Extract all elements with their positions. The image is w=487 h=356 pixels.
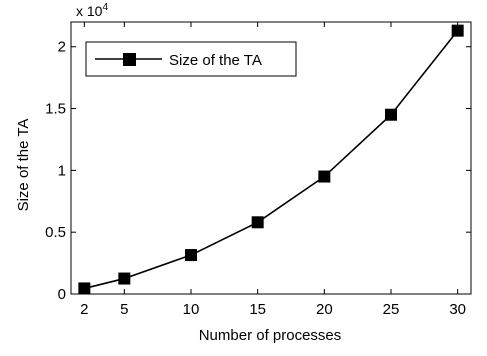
x-tick-label: 2 — [80, 301, 88, 318]
x-tick-label: 20 — [316, 301, 333, 318]
y-tick-label: 0 — [58, 286, 66, 303]
legend-marker — [123, 53, 136, 66]
data-point-marker — [185, 249, 197, 262]
y-axis-scale-multiplier: x 104 — [76, 2, 108, 19]
x-axis-label: Number of processes — [199, 327, 342, 344]
plot-area — [70, 21, 472, 295]
y-axis-ticks: 0 0.5 1 1.5 2 — [45, 39, 471, 303]
data-point-marker — [318, 170, 331, 183]
x-tick-label: 15 — [249, 301, 266, 318]
series-group — [78, 24, 464, 295]
x-axis-ticks: 2 5 10 15 20 25 30 — [80, 22, 466, 318]
y-axis-label: Size of the TA — [15, 119, 32, 212]
data-point-marker — [385, 108, 397, 121]
x-tick-label: 5 — [120, 301, 128, 318]
x-tick-label: 25 — [383, 301, 400, 318]
x-tick-label: 10 — [183, 301, 200, 318]
legend: Size of the TA — [85, 41, 297, 77]
data-point-marker — [451, 24, 464, 37]
y-tick-label: 1 — [58, 162, 66, 179]
y-tick-label: 0.5 — [45, 224, 66, 241]
data-point-marker — [118, 272, 131, 285]
y-tick-label: 1.5 — [45, 101, 66, 118]
data-point-marker — [251, 216, 264, 229]
y-tick-label: 2 — [58, 39, 66, 56]
data-point-marker — [78, 282, 91, 295]
legend-label: Size of the TA — [169, 52, 262, 69]
x-tick-label: 30 — [449, 301, 466, 318]
plot-frame — [70, 21, 472, 295]
